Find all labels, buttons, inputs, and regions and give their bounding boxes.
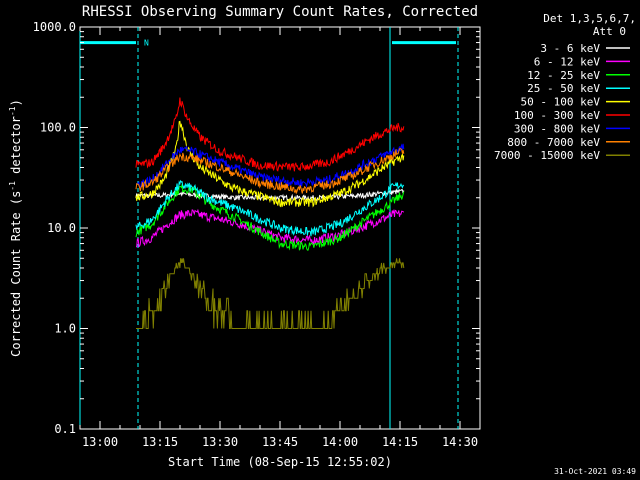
x-tick-label: 14:30 (442, 435, 478, 449)
series-0 (135, 188, 405, 202)
series-4 (135, 120, 405, 208)
series-line (136, 143, 405, 189)
series-layer (135, 97, 405, 329)
x-axis-label: Start Time (08-Sep-15 12:55:02) (168, 455, 392, 469)
legend-label: 25 - 50 keV (527, 82, 600, 95)
chart-title: RHESSI Observing Summary Count Rates, Co… (82, 4, 478, 20)
series-line (135, 148, 405, 195)
legend-label: 300 - 800 keV (514, 122, 600, 135)
legend-header-line1: Det 1,3,5,6,7, (543, 12, 636, 25)
series-8 (136, 258, 405, 329)
series-line (136, 208, 405, 248)
series-5 (135, 97, 405, 172)
legend-label: 3 - 6 keV (540, 42, 600, 55)
legend-label: 800 - 7000 keV (507, 136, 600, 149)
y-axis-label-exp1: -1 (8, 181, 17, 191)
series-line (136, 258, 405, 329)
x-axis-ticks: 13:00 13:15 13:30 13:45 14:00 14:15 14:30 (79, 27, 481, 449)
legend-label: 7000 - 15000 keV (494, 149, 600, 162)
annotation-label: N (144, 39, 149, 48)
x-tick-label: 13:30 (202, 435, 238, 449)
series-6 (136, 143, 405, 189)
y-tick-label: 10.0 (47, 221, 76, 235)
series-2 (135, 184, 405, 251)
x-tick-label: 13:15 (142, 435, 178, 449)
timestamp-footer: 31-Oct-2021 03:49 (554, 467, 636, 476)
series-7 (135, 148, 405, 195)
x-tick-label: 14:15 (382, 435, 418, 449)
series-line (135, 97, 405, 172)
series-1 (136, 208, 405, 248)
x-tick-label: 13:45 (262, 435, 298, 449)
y-tick-label: 1000.0 (33, 20, 76, 34)
x-tick-label: 14:00 (322, 435, 358, 449)
y-axis-label-main: Corrected Count Rate (s (9, 191, 23, 357)
y-axis-label: Corrected Count Rate (s-1 detector-1) (8, 99, 23, 357)
legend-label: 50 - 100 keV (521, 96, 601, 109)
y-tick-label: 100.0 (40, 121, 76, 135)
series-line (135, 188, 405, 202)
x-tick-label: 13:00 (82, 435, 118, 449)
y-axis-ticks: 1000.0 100.0 10.0 1.0 0.1 (33, 20, 480, 436)
legend-header-line2: Att 0 (593, 25, 626, 38)
y-tick-label: 1.0 (54, 322, 76, 336)
y-tick-label: 0.1 (54, 422, 76, 436)
legend-label: 6 - 12 keV (534, 55, 601, 68)
series-line (135, 120, 405, 208)
legend-label: 100 - 300 keV (514, 109, 600, 122)
y-axis-label-mid: detector (9, 116, 23, 181)
y-axis-label-exp2: -1 (8, 106, 17, 116)
series-line (135, 179, 405, 237)
y-axis-label-end: ) (9, 99, 23, 106)
series-3 (135, 179, 405, 237)
series-line (135, 184, 405, 251)
legend-label: 12 - 25 keV (527, 69, 600, 82)
